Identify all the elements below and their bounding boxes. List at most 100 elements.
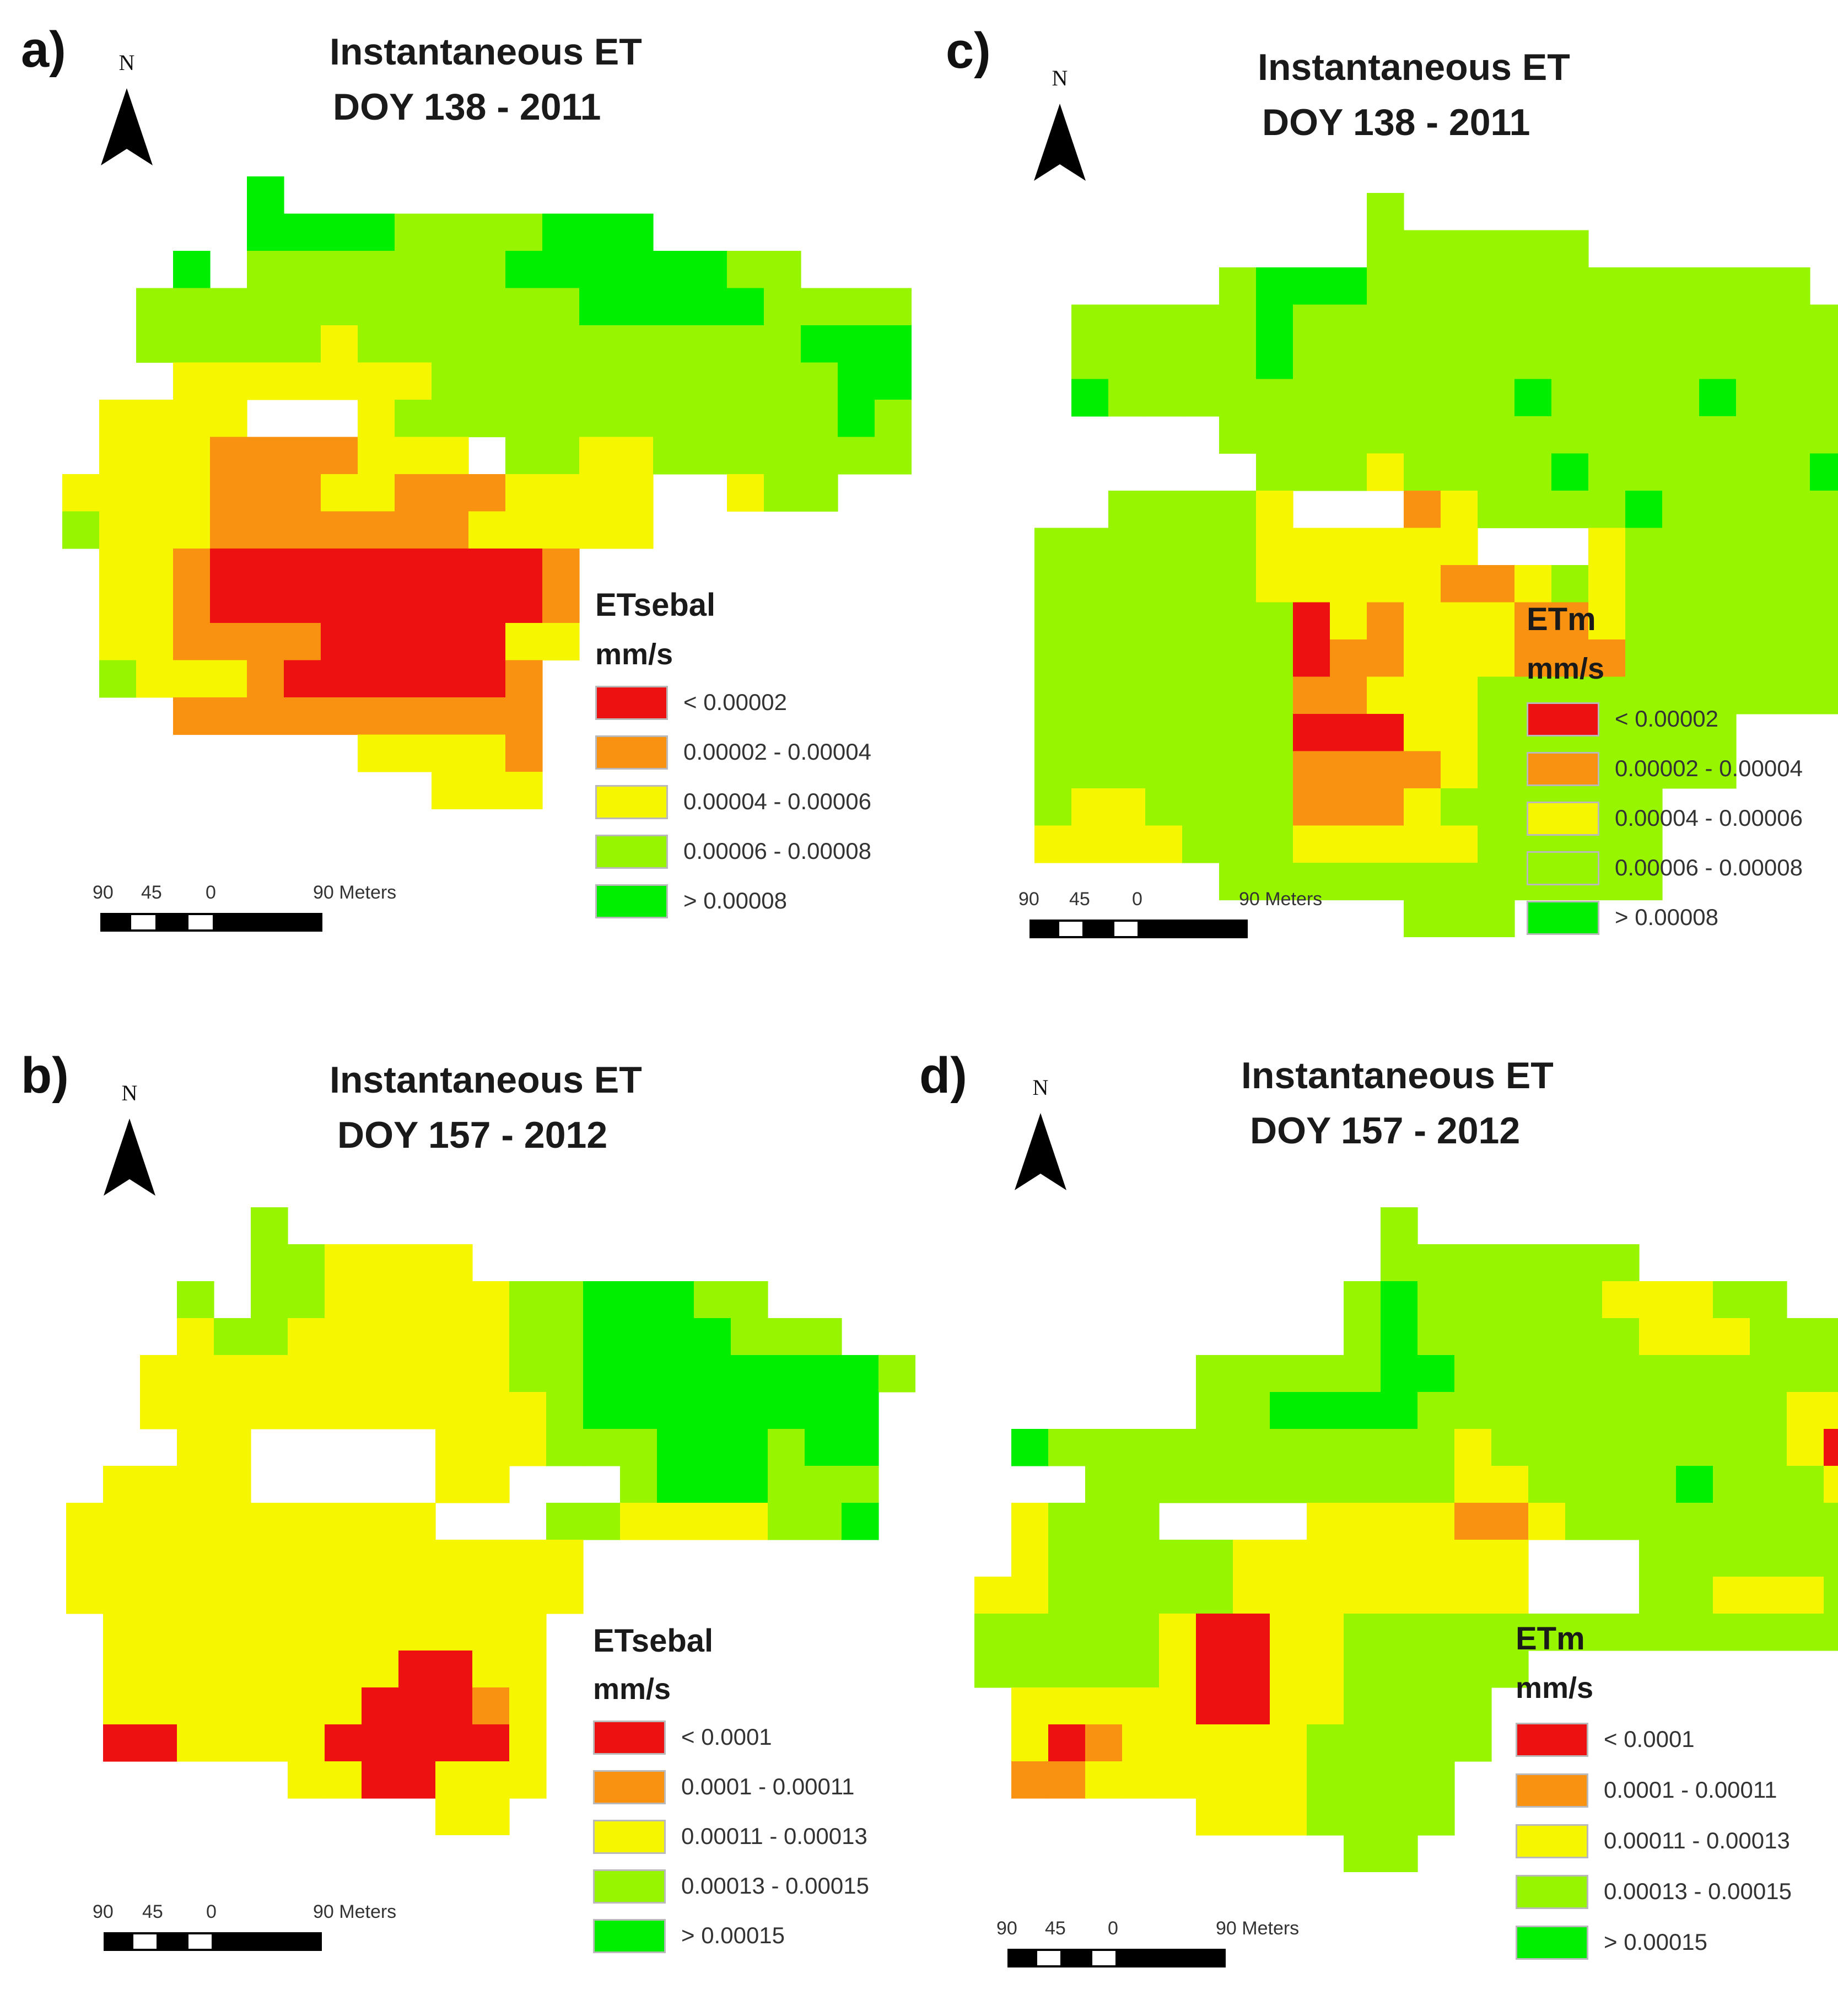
raster-cell-yellow	[1196, 1724, 1233, 1762]
raster-cell-lightgreen	[432, 213, 469, 251]
raster-cell-orange	[210, 437, 247, 475]
raster-cell-red	[1293, 602, 1330, 640]
raster-cell-lightgreen	[1344, 1798, 1381, 1836]
legend-swatch	[1516, 1926, 1588, 1960]
raster-cell-lightgreen	[395, 288, 432, 326]
raster-cell-yellow	[214, 1577, 251, 1614]
raster-cell-lightgreen	[1417, 1651, 1455, 1688]
raster-cell-lightgreen	[727, 437, 764, 475]
raster-cell-lightgreen	[210, 288, 247, 326]
raster-cell-lightgreen	[768, 1466, 805, 1503]
raster-cell-lightgreen	[1565, 1392, 1603, 1429]
raster-cell-lightgreen	[1404, 863, 1441, 901]
raster-cell-lightgreen	[1293, 416, 1330, 454]
raster-cell-green	[1344, 1392, 1381, 1429]
legend: ETsebal mm/s < 0.0001 0.0001 - 0.00011 0…	[593, 1620, 902, 1962]
raster-cell-lightgreen	[1565, 1244, 1603, 1282]
raster-cell-green	[875, 362, 912, 400]
raster-cell-yellow	[472, 1651, 510, 1688]
raster-cell-green	[768, 1392, 805, 1429]
raster-cell-lightgreen	[505, 213, 543, 251]
raster-cell-lightgreen	[764, 437, 801, 475]
raster-cell-yellow	[362, 1651, 399, 1688]
raster-cell-yellow	[177, 1503, 214, 1540]
raster-cell-green	[616, 288, 654, 326]
raster-cell-lightgreen	[579, 362, 617, 400]
legend-item: 0.00002 - 0.00004	[595, 735, 904, 774]
raster-cell-lightgreen	[1528, 1614, 1566, 1651]
raster-cell-lightgreen	[616, 400, 654, 438]
raster-cell-lightgreen	[1196, 1466, 1233, 1503]
scale-label: 0	[1108, 1918, 1118, 1939]
raster-cell-yellow	[1270, 1687, 1307, 1725]
raster-cell-orange	[247, 623, 284, 661]
raster-cell-yellow	[103, 1614, 141, 1651]
raster-cell-lightgreen	[1122, 1651, 1160, 1688]
raster-cell-lightgreen	[468, 288, 506, 326]
raster-cell-lightgreen	[1256, 453, 1293, 491]
raster-cell-lightgreen	[509, 1281, 547, 1319]
raster-cell-yellow	[1159, 1761, 1196, 1799]
raster-cell-yellow	[1122, 1724, 1160, 1762]
raster-cell-lightgreen	[1588, 491, 1626, 529]
raster-cell-green	[620, 1392, 657, 1429]
raster-cell-yellow	[1307, 1614, 1344, 1651]
raster-cell-green	[1071, 379, 1109, 417]
raster-cell-yellow	[1330, 602, 1367, 640]
raster-cell-yellow	[1441, 639, 1478, 678]
raster-cell-lightgreen	[1256, 379, 1293, 417]
raster-cell-lightgreen	[727, 251, 764, 289]
raster-cell-yellow	[1256, 565, 1293, 603]
raster-cell-lightgreen	[321, 251, 358, 289]
raster-cell-lightgreen	[432, 400, 469, 438]
raster-cell-red	[395, 623, 432, 661]
raster-cell-lightgreen	[288, 1281, 325, 1319]
raster-cell-yellow	[140, 1540, 177, 1577]
raster-cell-green	[657, 1429, 694, 1466]
raster-cell-yellow	[472, 1392, 510, 1429]
raster-cell-yellow	[1639, 1281, 1677, 1319]
raster-cell-red	[321, 549, 358, 587]
raster-cell-yellow	[1454, 1466, 1492, 1503]
scale-segment	[1090, 1949, 1118, 1967]
raster-cell-yellow	[1307, 1651, 1344, 1688]
raster-cell-lightgreen	[1381, 1687, 1418, 1725]
raster-cell-yellow	[1676, 1281, 1713, 1319]
raster-cell-yellow	[284, 362, 321, 400]
raster-cell-lightgreen	[1417, 1318, 1455, 1356]
raster-cell-yellow	[509, 1614, 547, 1651]
raster-cell-lightgreen	[1417, 1614, 1455, 1651]
raster-cell-lightgreen	[1417, 1466, 1455, 1503]
raster-cell-lightgreen	[1330, 379, 1367, 417]
raster-cell-yellow	[435, 1244, 473, 1282]
raster-cell-yellow	[173, 474, 211, 512]
raster-cell-lightgreen	[1159, 1429, 1196, 1466]
raster-cell-lightgreen	[1750, 1318, 1787, 1356]
raster-cell-yellow	[136, 549, 174, 587]
raster-cell-lightgreen	[358, 251, 395, 289]
raster-cell-lightgreen	[1071, 565, 1109, 603]
raster-cell-lightgreen	[1108, 602, 1146, 640]
raster-cell-green	[657, 1466, 694, 1503]
raster-cell-red	[398, 1724, 436, 1762]
raster-cell-green	[727, 288, 764, 326]
raster-cell-lightgreen	[1182, 825, 1220, 863]
raster-cell-orange	[1367, 788, 1404, 826]
raster-cell-lightgreen	[1454, 1355, 1492, 1393]
raster-cell-green	[579, 251, 617, 289]
raster-cell-yellow	[542, 623, 580, 661]
scale-segment	[1118, 1949, 1226, 1967]
raster-cell-orange	[321, 511, 358, 549]
raster-cell-yellow	[509, 1540, 547, 1577]
raster-cell-lightgreen	[1639, 1355, 1677, 1393]
raster-cell-lightgreen	[1773, 453, 1810, 491]
raster-cell-yellow	[1602, 1281, 1640, 1319]
raster-cell-lightgreen	[1454, 1651, 1492, 1688]
raster-cell-red	[358, 623, 395, 661]
raster-cell-lightgreen	[1824, 1318, 1838, 1356]
raster-cell-yellow	[1454, 1540, 1492, 1577]
scale-segment	[215, 913, 322, 932]
raster-cell-lightgreen	[1639, 1540, 1677, 1577]
raster-cell-lightgreen	[1381, 1429, 1418, 1466]
raster-cell-red	[1293, 639, 1330, 678]
